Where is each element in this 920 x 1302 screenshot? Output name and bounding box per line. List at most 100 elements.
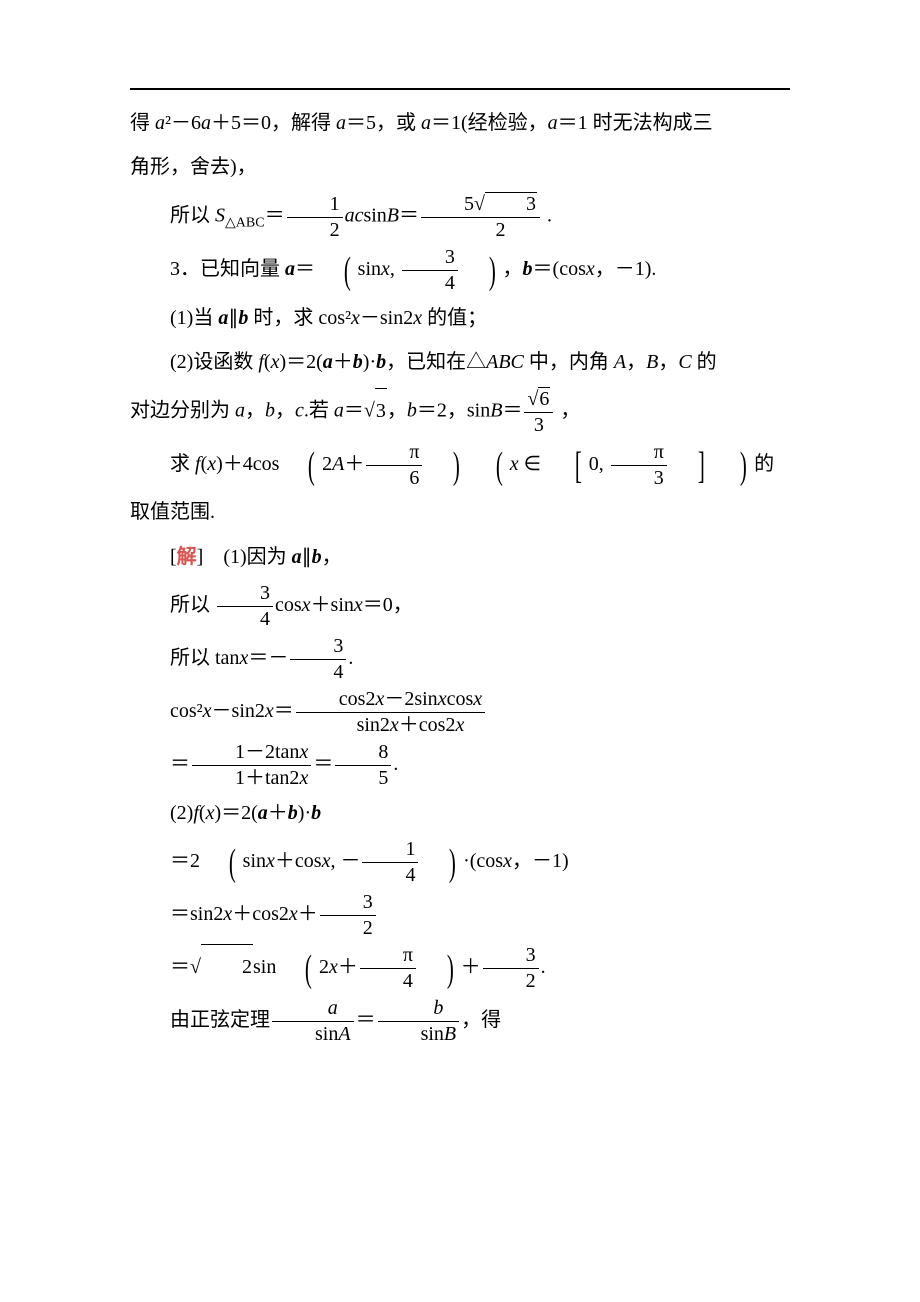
frac-pi-4: π4 — [360, 944, 416, 993]
x: x — [239, 647, 248, 669]
den: 3 — [611, 466, 667, 490]
top-rule — [130, 88, 790, 90]
x: x — [302, 594, 311, 616]
text: ＋cos — [275, 850, 322, 872]
text: )＝2( — [279, 351, 322, 373]
B: B — [646, 351, 658, 373]
num: b — [378, 997, 460, 1022]
plus: ＋ — [338, 956, 358, 978]
C: C — [678, 351, 691, 373]
plus: ＋ — [268, 802, 288, 824]
var-S: S — [215, 205, 225, 227]
t: ＋cos2 — [399, 714, 456, 736]
lp: ( — [264, 351, 271, 373]
num: 8 — [335, 741, 391, 766]
x: x — [413, 307, 422, 329]
eq: ＝ — [344, 400, 364, 422]
num: 5√3 — [421, 192, 540, 218]
c: ， — [658, 351, 678, 373]
B: B — [444, 1023, 456, 1045]
sub-abc: △ABC — [225, 216, 265, 231]
num: π — [611, 441, 667, 466]
line-14: (2)f(x)＝2(a＋b)·b — [130, 794, 790, 832]
text: ·(cos — [463, 850, 503, 872]
text: )· — [363, 351, 376, 373]
rparen-icon: ) — [425, 950, 454, 988]
text: ＝1(经检验， — [431, 112, 548, 134]
x: x — [381, 258, 390, 280]
line-10: 所以 34cosx＋sinx＝0， — [130, 582, 790, 631]
A: A — [332, 453, 344, 475]
sqrt-icon: √ — [190, 956, 201, 978]
lb: [ — [170, 546, 177, 568]
eq: ＝ — [170, 753, 190, 775]
text: ，已知在△ — [386, 351, 486, 373]
var-a: a — [336, 112, 346, 134]
text: (2)设函数 — [170, 351, 258, 373]
x: x — [351, 307, 360, 329]
sin: sin — [421, 1023, 444, 1045]
den: 4 — [402, 271, 458, 295]
text: 3．已知向量 — [170, 258, 285, 280]
frac-3-4: 34 — [217, 582, 273, 631]
plus: ＋ — [298, 903, 318, 925]
eq: ＝ — [313, 753, 333, 775]
a: a — [334, 400, 344, 422]
text: －sin2 — [360, 307, 413, 329]
comma: , — [390, 258, 400, 280]
x: x — [299, 767, 308, 789]
frac-pi-6: π6 — [366, 441, 422, 490]
vec-a: a — [292, 546, 302, 568]
frac-3-4: 34 — [402, 246, 458, 295]
text: (1)当 — [170, 307, 218, 329]
x: x — [329, 956, 338, 978]
text: 所以 — [170, 594, 215, 616]
eq: ＝ — [265, 205, 285, 227]
text: ＝(cos — [533, 258, 586, 280]
num: √6 — [524, 387, 553, 413]
lparen-icon: ( — [322, 252, 351, 290]
c: ， — [322, 546, 342, 568]
den: 4 — [217, 607, 273, 631]
eq: ＝ — [356, 1009, 376, 1031]
c: ， — [245, 400, 265, 422]
tail: ， — [555, 400, 580, 422]
text: 的值； — [422, 307, 487, 329]
c: ， — [626, 351, 646, 373]
text: 的 — [692, 351, 717, 373]
x: x — [223, 903, 232, 925]
period: . — [542, 205, 552, 227]
den: 4 — [290, 660, 346, 684]
x: x — [203, 700, 212, 722]
x: x — [354, 594, 363, 616]
den: 5 — [335, 766, 391, 790]
frac-pi-3: π3 — [611, 441, 667, 490]
text: )＋4cos — [216, 453, 279, 475]
rparen-icon: ) — [718, 447, 747, 485]
in: ∈ — [519, 453, 546, 475]
var-a: a — [421, 112, 431, 134]
den: 6 — [366, 466, 422, 490]
den: 4 — [362, 863, 418, 887]
x: x — [510, 453, 519, 475]
sin: sin — [363, 205, 386, 227]
x: x — [586, 258, 595, 280]
ABC: ABC — [486, 351, 524, 373]
A: A — [614, 351, 626, 373]
x: x — [299, 741, 308, 763]
frac-3-2: 32 — [320, 891, 376, 940]
x: x — [265, 700, 274, 722]
text: ＋5＝0，解得 — [211, 112, 336, 134]
t: 1－2tan — [235, 741, 299, 763]
num: 3 — [483, 944, 539, 969]
frac-tan: 1－2tanx1＋tan2x — [192, 741, 311, 790]
num: π — [360, 944, 416, 969]
den: sinA — [272, 1022, 354, 1046]
text: 求 — [170, 453, 195, 475]
x: x — [207, 453, 216, 475]
eq: ＝ — [399, 205, 419, 227]
rparen-icon: ) — [467, 252, 496, 290]
b: b — [265, 400, 275, 422]
text: ＝5，或 — [346, 112, 421, 134]
b: b — [407, 400, 417, 422]
